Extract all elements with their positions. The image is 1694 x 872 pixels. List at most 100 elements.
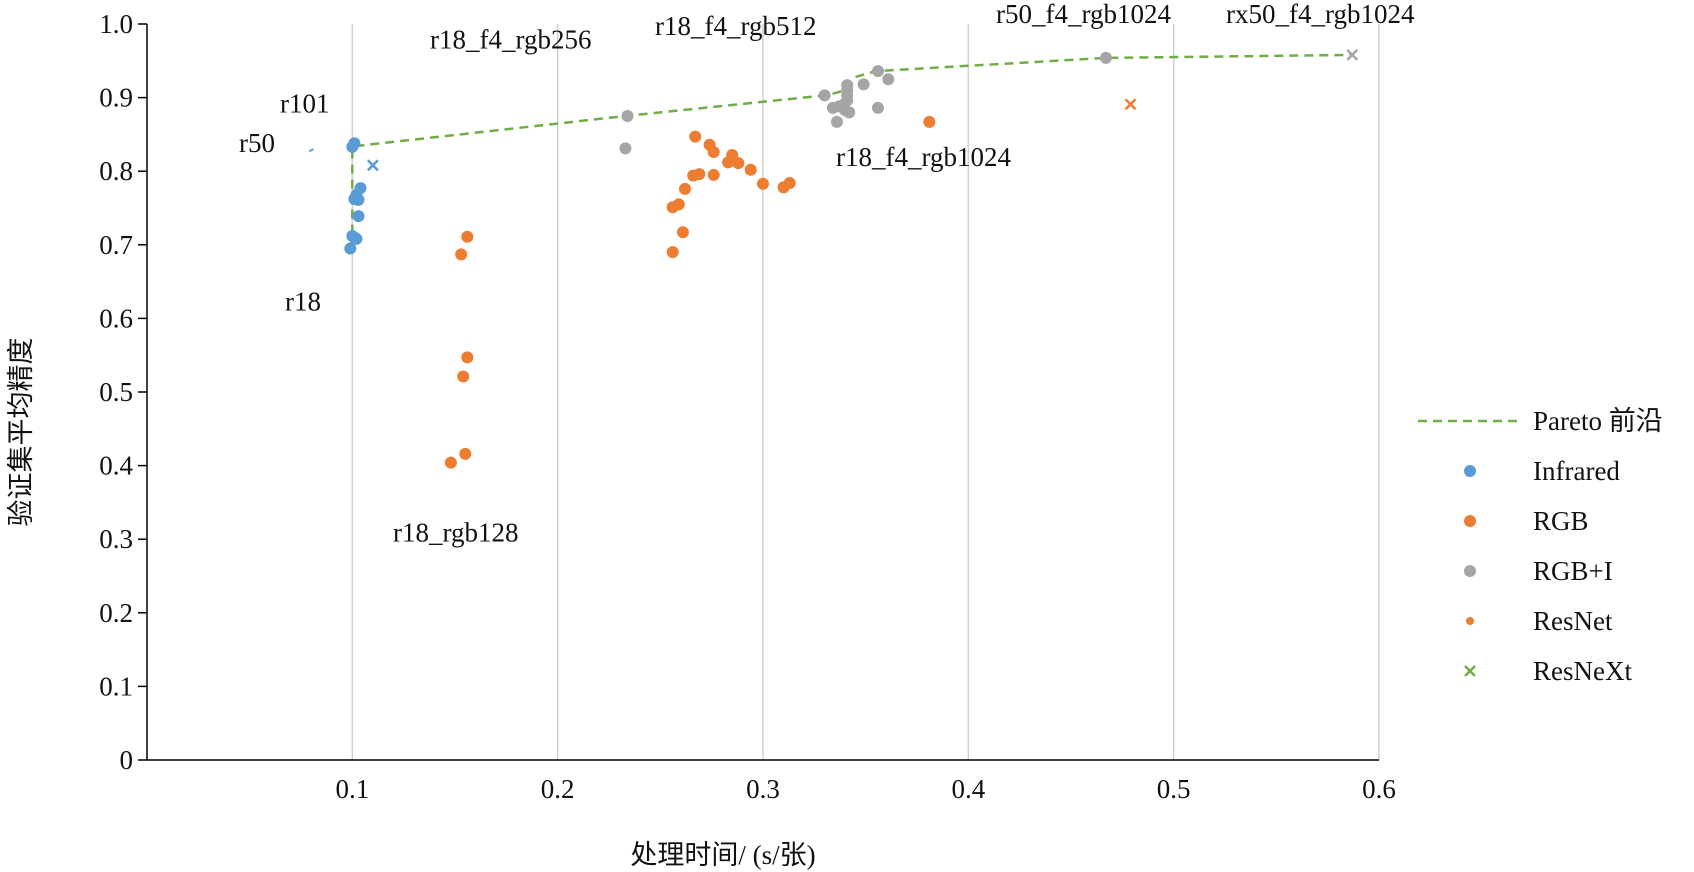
- data-point: [352, 210, 365, 223]
- legend-swatch: [1466, 617, 1474, 625]
- x-tick-label: 0.3: [746, 774, 780, 804]
- x-tick-label: 0.6: [1362, 774, 1396, 804]
- grid-lines: [351, 24, 1380, 760]
- series-infrared: [344, 137, 367, 255]
- data-point: [744, 163, 757, 176]
- data-point: [461, 230, 474, 243]
- data-point: [882, 73, 895, 86]
- legend-item: RGB+I: [1464, 556, 1613, 586]
- annotation-label: r18_f4_rgb512: [655, 11, 817, 41]
- data-point: [457, 370, 470, 383]
- data-point: [678, 182, 691, 195]
- data-point: [843, 106, 856, 119]
- data-point: [707, 168, 720, 181]
- annotation-label: r18_f4_rgb1024: [836, 142, 1011, 172]
- legend-label: ResNet: [1533, 606, 1613, 636]
- series-rgb-i: [619, 51, 1112, 155]
- data-point: [352, 193, 365, 206]
- data-point: [871, 101, 884, 114]
- annotation-label: r50: [239, 128, 275, 158]
- data-point: [308, 148, 314, 153]
- data-point: [1124, 98, 1137, 111]
- data-point: [621, 110, 634, 122]
- legend-swatch: [1464, 515, 1476, 527]
- data-point: [461, 351, 474, 364]
- series-rgb: [444, 115, 936, 469]
- series-resnext: [366, 159, 379, 172]
- data-point: [348, 137, 361, 150]
- annotation-label: r101: [280, 88, 330, 118]
- x-marker-stroke: [1346, 49, 1359, 61]
- data-point: [923, 115, 936, 128]
- legend-label: Pareto 前沿: [1533, 406, 1663, 436]
- data-point: [707, 146, 720, 159]
- x-axis-title: 处理时间/ (s/张): [630, 840, 815, 870]
- x-tick-label: 0.2: [541, 774, 575, 804]
- data-point: [841, 79, 854, 92]
- data-point: [818, 89, 831, 102]
- data-point: [672, 198, 685, 211]
- y-tick-label: 0.9: [99, 83, 133, 113]
- tick-labels: 0.1 0.2 0.3 0.4 0.5 0.6 0 0.1 0.2 0.3 0.4 0.5 0.6 0.7…: [99, 9, 1396, 804]
- legend-label: RGB: [1533, 506, 1589, 536]
- axes: [138, 23, 1379, 761]
- legend-item: ResNeXt: [1464, 656, 1632, 686]
- y-tick-label: 0.6: [99, 303, 133, 333]
- annotation-label: r18_rgb128: [393, 517, 519, 547]
- data-point: [693, 168, 706, 181]
- data-point: [732, 157, 745, 170]
- data-point: [344, 242, 357, 255]
- y-axis-title: 验证集平均精度: [6, 338, 36, 527]
- data-point: [455, 248, 468, 261]
- y-tick-label: 0: [120, 745, 134, 775]
- data-point: [689, 130, 702, 143]
- x-marker-stroke: [1464, 665, 1476, 677]
- data-point: [459, 447, 472, 460]
- legend-item: RGB: [1464, 506, 1589, 536]
- annotation-label: r50_f4_rgb1024: [996, 0, 1171, 29]
- data-point: [350, 232, 363, 245]
- legend-swatch: [1464, 465, 1476, 477]
- data-point: [666, 246, 679, 259]
- data-point: [830, 115, 843, 128]
- data-point: [783, 176, 796, 189]
- annotation-label: rx50_f4_rgb1024: [1226, 0, 1415, 29]
- data-point: [1346, 49, 1359, 61]
- legend-label: RGB+I: [1533, 556, 1613, 586]
- legend: Pareto 前沿 Infrared RGB RGB+I ResNet ResNeXt: [1418, 406, 1663, 686]
- y-tick-label: 0.5: [99, 377, 133, 407]
- data-points: [308, 49, 1359, 469]
- x-tick-label: 0.5: [1157, 774, 1191, 804]
- data-point: [354, 182, 367, 195]
- y-tick-label: 1.0: [99, 9, 133, 39]
- data-point: [757, 177, 769, 190]
- x-marker-stroke: [1124, 98, 1137, 111]
- data-point: [871, 65, 884, 78]
- x-tick-label: 0.4: [951, 774, 985, 804]
- series-resnext: [1124, 98, 1137, 111]
- y-tick-label: 0.4: [99, 451, 133, 481]
- y-tick-label: 0.1: [99, 671, 133, 701]
- legend-item: Pareto 前沿: [1418, 406, 1663, 436]
- data-point: [366, 159, 379, 172]
- legend-swatch: [1464, 565, 1476, 577]
- annotation-label: r18: [285, 286, 321, 316]
- legend-item: Infrared: [1464, 456, 1620, 486]
- data-point: [857, 78, 870, 91]
- legend-item: ResNet: [1466, 606, 1613, 636]
- y-tick-label: 0.8: [99, 156, 133, 186]
- legend-label: Infrared: [1533, 456, 1620, 486]
- y-tick-label: 0.3: [99, 524, 133, 554]
- annotation-label: r18_f4_rgb256: [430, 24, 592, 54]
- legend-label: ResNeXt: [1533, 656, 1632, 686]
- x-tick-label: 0.1: [335, 774, 369, 804]
- x-marker-stroke: [366, 159, 379, 172]
- y-tick-label: 0.2: [99, 598, 133, 628]
- data-point: [1099, 51, 1112, 64]
- data-point: [676, 226, 689, 239]
- y-tick-label: 0.7: [99, 230, 133, 260]
- legend-swatch: [1464, 665, 1476, 677]
- data-point: [444, 456, 457, 469]
